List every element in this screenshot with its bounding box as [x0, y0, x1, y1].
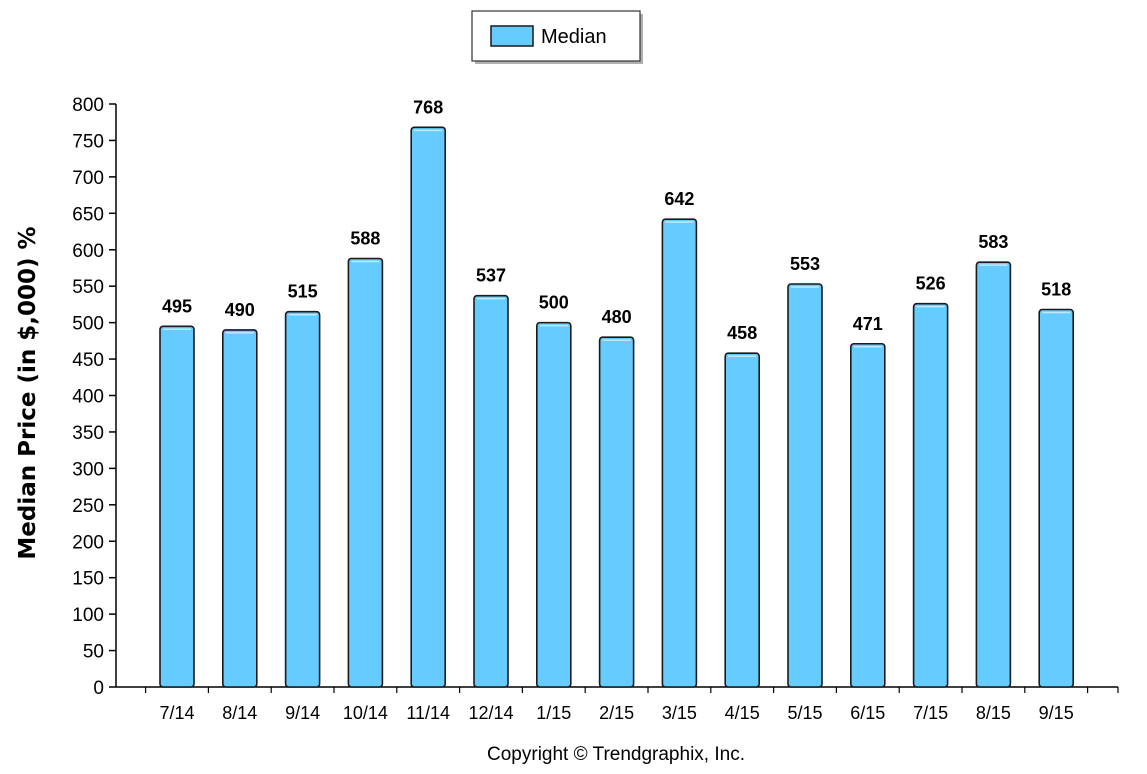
- data-label: 518: [1041, 280, 1071, 300]
- copyright-text: Copyright © Trendgraphix, Inc.: [487, 744, 745, 765]
- y-tick-label: 200: [72, 532, 104, 553]
- data-label: 471: [853, 314, 883, 334]
- y-tick-label: 800: [72, 95, 104, 116]
- y-tick-label: 500: [72, 314, 104, 335]
- y-tick-label: 300: [72, 459, 104, 480]
- bar: [535, 321, 572, 688]
- x-tick-label: 5/15: [787, 703, 822, 723]
- bar: [598, 336, 635, 688]
- x-tick-label: 4/15: [725, 703, 760, 723]
- bars: [159, 126, 1074, 688]
- bar: [1038, 308, 1074, 688]
- y-tick-label: 750: [72, 131, 104, 152]
- y-tick-label: 450: [72, 350, 104, 371]
- y-tick-label: 0: [93, 678, 104, 699]
- bar: [222, 329, 258, 688]
- x-tick-label: 12/14: [468, 703, 513, 723]
- data-label: 500: [539, 293, 569, 313]
- data-label: 526: [916, 274, 946, 294]
- x-tick-label: 9/15: [1039, 703, 1074, 723]
- y-tick-label: 50: [83, 642, 104, 663]
- data-label: 458: [727, 323, 757, 343]
- bar: [787, 283, 823, 688]
- x-tick-label: 7/14: [159, 703, 194, 723]
- y-tick-label: 350: [72, 423, 104, 444]
- data-label: 588: [350, 228, 380, 248]
- data-label: 553: [790, 254, 820, 274]
- x-tick-label: 2/15: [599, 703, 634, 723]
- data-label: 490: [225, 300, 255, 320]
- data-label: 583: [978, 232, 1008, 252]
- y-tick-label: 550: [72, 277, 104, 298]
- x-tick-label: 1/15: [536, 703, 571, 723]
- x-tick-label: 10/14: [343, 703, 388, 723]
- data-label: 768: [413, 97, 443, 117]
- x-tick-label: 8/14: [222, 703, 257, 723]
- y-tick-label: 700: [72, 168, 104, 189]
- x-axis: 7/14 8/14 9/14 10/14 11/14 12/14 1/15 2/15 3/15 4…: [116, 686, 1119, 723]
- data-label: 642: [664, 189, 694, 209]
- data-label: 515: [288, 282, 318, 302]
- bar: [473, 294, 509, 688]
- y-tick-label: 650: [72, 204, 104, 225]
- y-axis: 0 50 100 150 200 250 300 350 400 450 500 550 600 650 7…: [72, 95, 117, 699]
- y-axis-label: Median Price (in $,000) %: [15, 226, 41, 559]
- y-tick-label: 100: [72, 605, 104, 626]
- x-tick-label: 9/14: [285, 703, 320, 723]
- x-tick-label: 11/14: [406, 703, 450, 723]
- bar: [975, 261, 1012, 688]
- bar: [849, 342, 886, 688]
- y-tick-label: 250: [72, 496, 104, 517]
- legend-swatch: [490, 25, 534, 47]
- bar: [661, 218, 698, 688]
- y-tick-label: 150: [72, 569, 104, 590]
- bar: [159, 325, 195, 688]
- bar: [284, 310, 321, 688]
- bar: [410, 126, 447, 688]
- y-tick-label: 400: [72, 387, 104, 408]
- x-tick-label: 7/15: [913, 703, 948, 723]
- y-tick-label: 600: [72, 241, 104, 262]
- data-label: 495: [162, 296, 192, 316]
- x-tick-label: 3/15: [662, 703, 697, 723]
- data-label: 480: [602, 307, 632, 327]
- legend: Median: [471, 10, 643, 64]
- data-labels: 495 490 515 588 768 537 500 480 642 458 553 471 526 5…: [162, 97, 1071, 343]
- data-label: 537: [476, 266, 506, 286]
- bar: [912, 302, 949, 688]
- bar: [724, 352, 761, 688]
- x-tick-label: 6/15: [850, 703, 885, 723]
- x-tick-label: 8/15: [976, 703, 1011, 723]
- bar: [347, 257, 384, 688]
- legend-label: Median: [541, 26, 607, 48]
